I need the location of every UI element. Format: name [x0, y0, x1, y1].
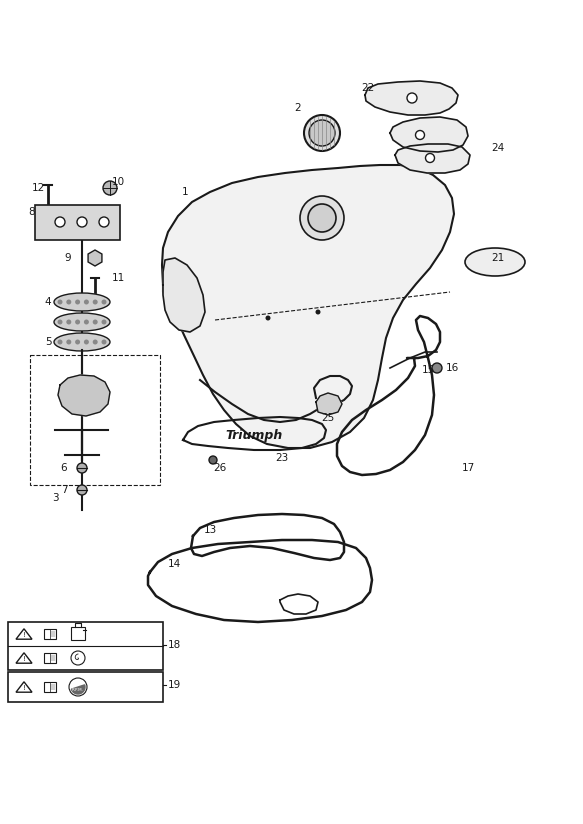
Circle shape	[101, 320, 107, 325]
Text: 13: 13	[203, 525, 217, 535]
Text: 10: 10	[111, 177, 125, 187]
Text: 11: 11	[111, 273, 125, 283]
Bar	[44, 653, 56, 663]
Circle shape	[416, 130, 424, 139]
Ellipse shape	[54, 313, 110, 331]
Circle shape	[300, 196, 344, 240]
Text: 8: 8	[29, 207, 36, 217]
Circle shape	[432, 363, 442, 373]
Bar	[30, 355, 160, 485]
Circle shape	[75, 339, 80, 344]
Bar	[35, 205, 120, 240]
Bar	[44, 629, 56, 639]
Circle shape	[265, 316, 271, 321]
Circle shape	[58, 320, 62, 325]
Text: 21: 21	[491, 253, 505, 263]
Polygon shape	[316, 393, 342, 415]
Circle shape	[93, 339, 98, 344]
Circle shape	[69, 678, 87, 696]
Circle shape	[308, 204, 336, 232]
Text: 15: 15	[422, 365, 434, 375]
Text: Triumph: Triumph	[226, 428, 283, 442]
Text: 7: 7	[61, 485, 67, 495]
Text: 23: 23	[275, 453, 289, 463]
Bar	[8, 622, 163, 670]
Text: 14: 14	[167, 559, 181, 569]
Ellipse shape	[54, 293, 110, 311]
Circle shape	[101, 299, 107, 305]
Text: 19: 19	[167, 680, 181, 690]
Circle shape	[304, 115, 340, 151]
Circle shape	[77, 485, 87, 495]
Circle shape	[55, 217, 65, 227]
Text: 25: 25	[321, 413, 335, 423]
Circle shape	[66, 299, 71, 305]
Polygon shape	[58, 375, 110, 416]
Text: !: !	[23, 632, 26, 638]
Circle shape	[209, 456, 217, 464]
Polygon shape	[365, 81, 458, 115]
Text: 12: 12	[31, 183, 45, 193]
Text: 5: 5	[45, 337, 51, 347]
Circle shape	[93, 320, 98, 325]
Circle shape	[77, 217, 87, 227]
Circle shape	[84, 339, 89, 344]
Ellipse shape	[465, 248, 525, 276]
Text: 3: 3	[52, 493, 58, 503]
Circle shape	[75, 320, 80, 325]
Bar	[44, 682, 56, 692]
Circle shape	[77, 463, 87, 473]
Circle shape	[426, 153, 434, 162]
Polygon shape	[162, 165, 454, 448]
Circle shape	[407, 93, 417, 103]
Polygon shape	[390, 117, 468, 152]
Text: 2: 2	[294, 103, 301, 113]
Text: 16: 16	[445, 363, 459, 373]
Circle shape	[103, 181, 117, 195]
Circle shape	[66, 339, 71, 344]
Text: 22: 22	[361, 83, 375, 93]
Text: 1: 1	[182, 187, 188, 197]
Circle shape	[93, 299, 98, 305]
Circle shape	[58, 299, 62, 305]
Text: 6: 6	[61, 463, 67, 473]
Circle shape	[99, 217, 109, 227]
Bar	[71, 627, 85, 640]
Text: !: !	[23, 656, 26, 662]
Circle shape	[315, 310, 321, 315]
Circle shape	[309, 120, 335, 146]
Circle shape	[75, 299, 80, 305]
Polygon shape	[163, 258, 205, 332]
Text: !: !	[23, 685, 26, 691]
Circle shape	[84, 320, 89, 325]
Circle shape	[101, 339, 107, 344]
Text: 17: 17	[461, 463, 475, 473]
Text: 9: 9	[65, 253, 71, 263]
Text: 18: 18	[167, 640, 181, 650]
Polygon shape	[71, 685, 85, 694]
Circle shape	[58, 339, 62, 344]
Text: R.P.M.: R.P.M.	[72, 688, 84, 692]
Circle shape	[84, 299, 89, 305]
Text: 4: 4	[45, 297, 51, 307]
Text: 26: 26	[213, 463, 227, 473]
Polygon shape	[395, 144, 470, 173]
Text: 24: 24	[491, 143, 505, 153]
Ellipse shape	[54, 333, 110, 351]
Circle shape	[66, 320, 71, 325]
Circle shape	[71, 651, 85, 665]
Bar	[8, 672, 163, 702]
